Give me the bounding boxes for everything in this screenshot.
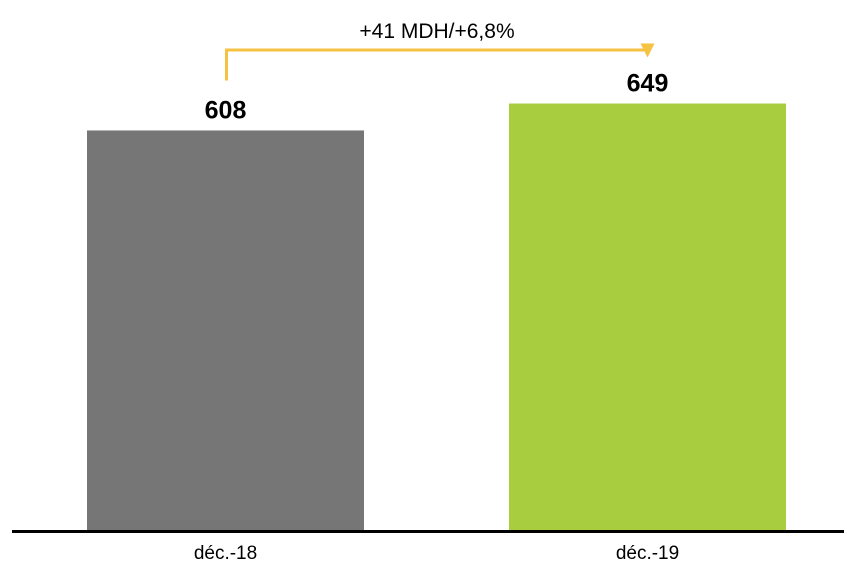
bar-1	[87, 130, 364, 530]
annotation-arrowhead-icon	[640, 43, 655, 58]
data-label-1: 608	[205, 96, 247, 124]
data-labels: 608 649	[205, 70, 669, 125]
annotation-bracket	[225, 43, 649, 81]
x-tick-label-1: déc.-18	[194, 543, 257, 564]
data-label-2: 649	[627, 70, 669, 98]
x-tick-labels: déc.-18 déc.-19	[194, 543, 679, 564]
annotation-text: +41 MDH/+6,8%	[359, 20, 514, 43]
bar-2	[509, 103, 786, 530]
x-tick-label-2: déc.-19	[616, 543, 679, 564]
change-annotation: +41 MDH/+6,8%	[225, 20, 655, 81]
bars-group	[87, 103, 786, 530]
